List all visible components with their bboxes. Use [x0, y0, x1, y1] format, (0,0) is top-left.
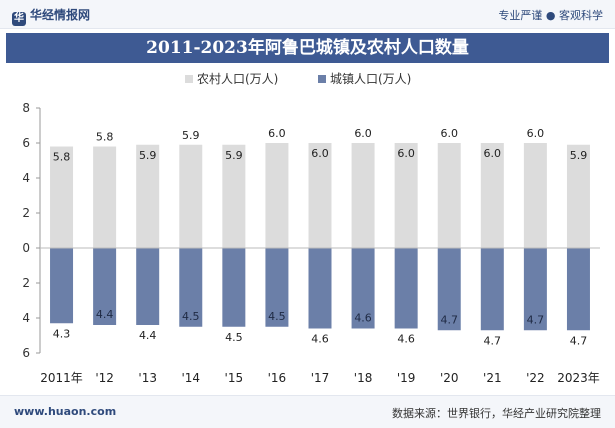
urban-value-label: 4.6 [354, 312, 372, 325]
y-tick-label: 8 [22, 101, 30, 115]
urban-bar [136, 248, 160, 325]
rural-bar [351, 143, 375, 248]
legend-swatch-rural [185, 75, 193, 83]
rural-value-label: 6.0 [311, 147, 329, 160]
urban-value-label: 4.5 [182, 310, 200, 323]
rural-bar [566, 144, 590, 248]
urban-bar [93, 248, 117, 325]
x-tick-label: '13 [138, 371, 157, 385]
urban-bar [480, 248, 504, 331]
rural-bar [179, 144, 203, 248]
x-tick-label: '18 [354, 371, 373, 385]
rural-bar [437, 143, 461, 248]
rural-bar [93, 146, 117, 248]
x-tick-label: '12 [95, 371, 114, 385]
urban-bar [222, 248, 246, 327]
rural-value-label: 5.9 [182, 129, 200, 142]
x-tick-label: '14 [181, 371, 200, 385]
brand[interactable]: 华华经情报网 [12, 6, 90, 26]
urban-value-label: 4.7 [527, 313, 545, 326]
urban-bar [179, 248, 203, 327]
rural-bar [136, 144, 160, 248]
urban-bar [351, 248, 375, 329]
rural-value-label: 5.8 [53, 151, 71, 164]
urban-value-label: 4.5 [225, 331, 243, 344]
top-header-bar: 华华经情报网 专业严谨 ● 客观科学 [0, 0, 615, 29]
rural-bar [523, 143, 547, 248]
urban-value-label: 4.7 [570, 334, 588, 347]
data-source: 数据来源：世界银行，华经产业研究院整理 [392, 407, 601, 420]
rural-bar [265, 143, 289, 248]
urban-bar [265, 248, 289, 327]
legend-swatch-urban [318, 75, 326, 83]
urban-value-label: 4.4 [96, 308, 114, 321]
x-tick-label: '21 [483, 371, 502, 385]
urban-bar [437, 248, 461, 331]
brand-logo-icon: 华 [12, 12, 26, 26]
urban-value-label: 4.5 [268, 310, 286, 323]
rural-value-label: 5.8 [96, 131, 114, 144]
rural-bar [50, 146, 74, 248]
population-bar-chart: 农村人口(万人) 城镇人口(万人) 8 6 4 2 0 2 4 6 5.8 4.3 2011年 5.8 4.… [22, 72, 600, 385]
x-tick-label: '20 [440, 371, 459, 385]
y-tick-label: 6 [22, 136, 30, 150]
rural-value-label: 6.0 [527, 127, 545, 140]
y-tick-label: 0 [22, 241, 30, 255]
y-tick-label: 2 [22, 206, 30, 220]
urban-bar [308, 248, 332, 329]
urban-value-label: 4.3 [53, 327, 71, 340]
rural-bar [308, 143, 332, 248]
urban-value-label: 4.6 [397, 333, 415, 346]
urban-bar [394, 248, 418, 329]
y-tick-label: 6 [22, 346, 30, 360]
x-tick-label: '19 [397, 371, 416, 385]
urban-bar [50, 248, 74, 324]
legend-label-urban: 城镇人口(万人) [330, 72, 411, 86]
x-tick-label: '15 [225, 371, 244, 385]
urban-value-label: 4.7 [440, 313, 458, 326]
urban-bar [566, 248, 590, 331]
rural-value-label: 6.0 [354, 127, 372, 140]
rural-bar [222, 144, 246, 248]
urban-value-label: 4.6 [311, 333, 329, 346]
rural-bar [394, 143, 418, 248]
brand-name: 华经情报网 [30, 8, 91, 22]
y-tick-label: 2 [22, 276, 30, 290]
urban-value-label: 4.4 [139, 329, 157, 342]
rural-value-label: 5.9 [570, 149, 588, 162]
legend-label-rural: 农村人口(万人) [197, 72, 278, 86]
y-tick-label: 4 [22, 311, 30, 325]
rural-value-label: 6.0 [440, 127, 458, 140]
rural-value-label: 5.9 [139, 149, 157, 162]
x-tick-label: '22 [526, 371, 545, 385]
urban-value-label: 4.7 [484, 334, 502, 347]
rural-value-label: 6.0 [268, 127, 286, 140]
x-tick-label: '17 [311, 371, 330, 385]
urban-bar [523, 248, 547, 331]
y-tick-label: 4 [22, 171, 30, 185]
x-tick-label: 2011年 [40, 371, 83, 385]
rural-value-label: 6.0 [397, 147, 415, 160]
footer-bar: www.huaon.com 数据来源：世界银行，华经产业研究院整理 [0, 395, 615, 428]
x-tick-label: '16 [268, 371, 287, 385]
chart-title: 2011-2023年阿鲁巴城镇及农村人口数量 [6, 33, 609, 63]
slogan: 专业严谨 ● 客观科学 [498, 9, 603, 22]
rural-bar [480, 143, 504, 248]
rural-value-label: 5.9 [225, 149, 243, 162]
x-tick-label: 2023年 [557, 371, 600, 385]
rural-value-label: 6.0 [484, 147, 502, 160]
site-url[interactable]: www.huaon.com [14, 405, 117, 418]
